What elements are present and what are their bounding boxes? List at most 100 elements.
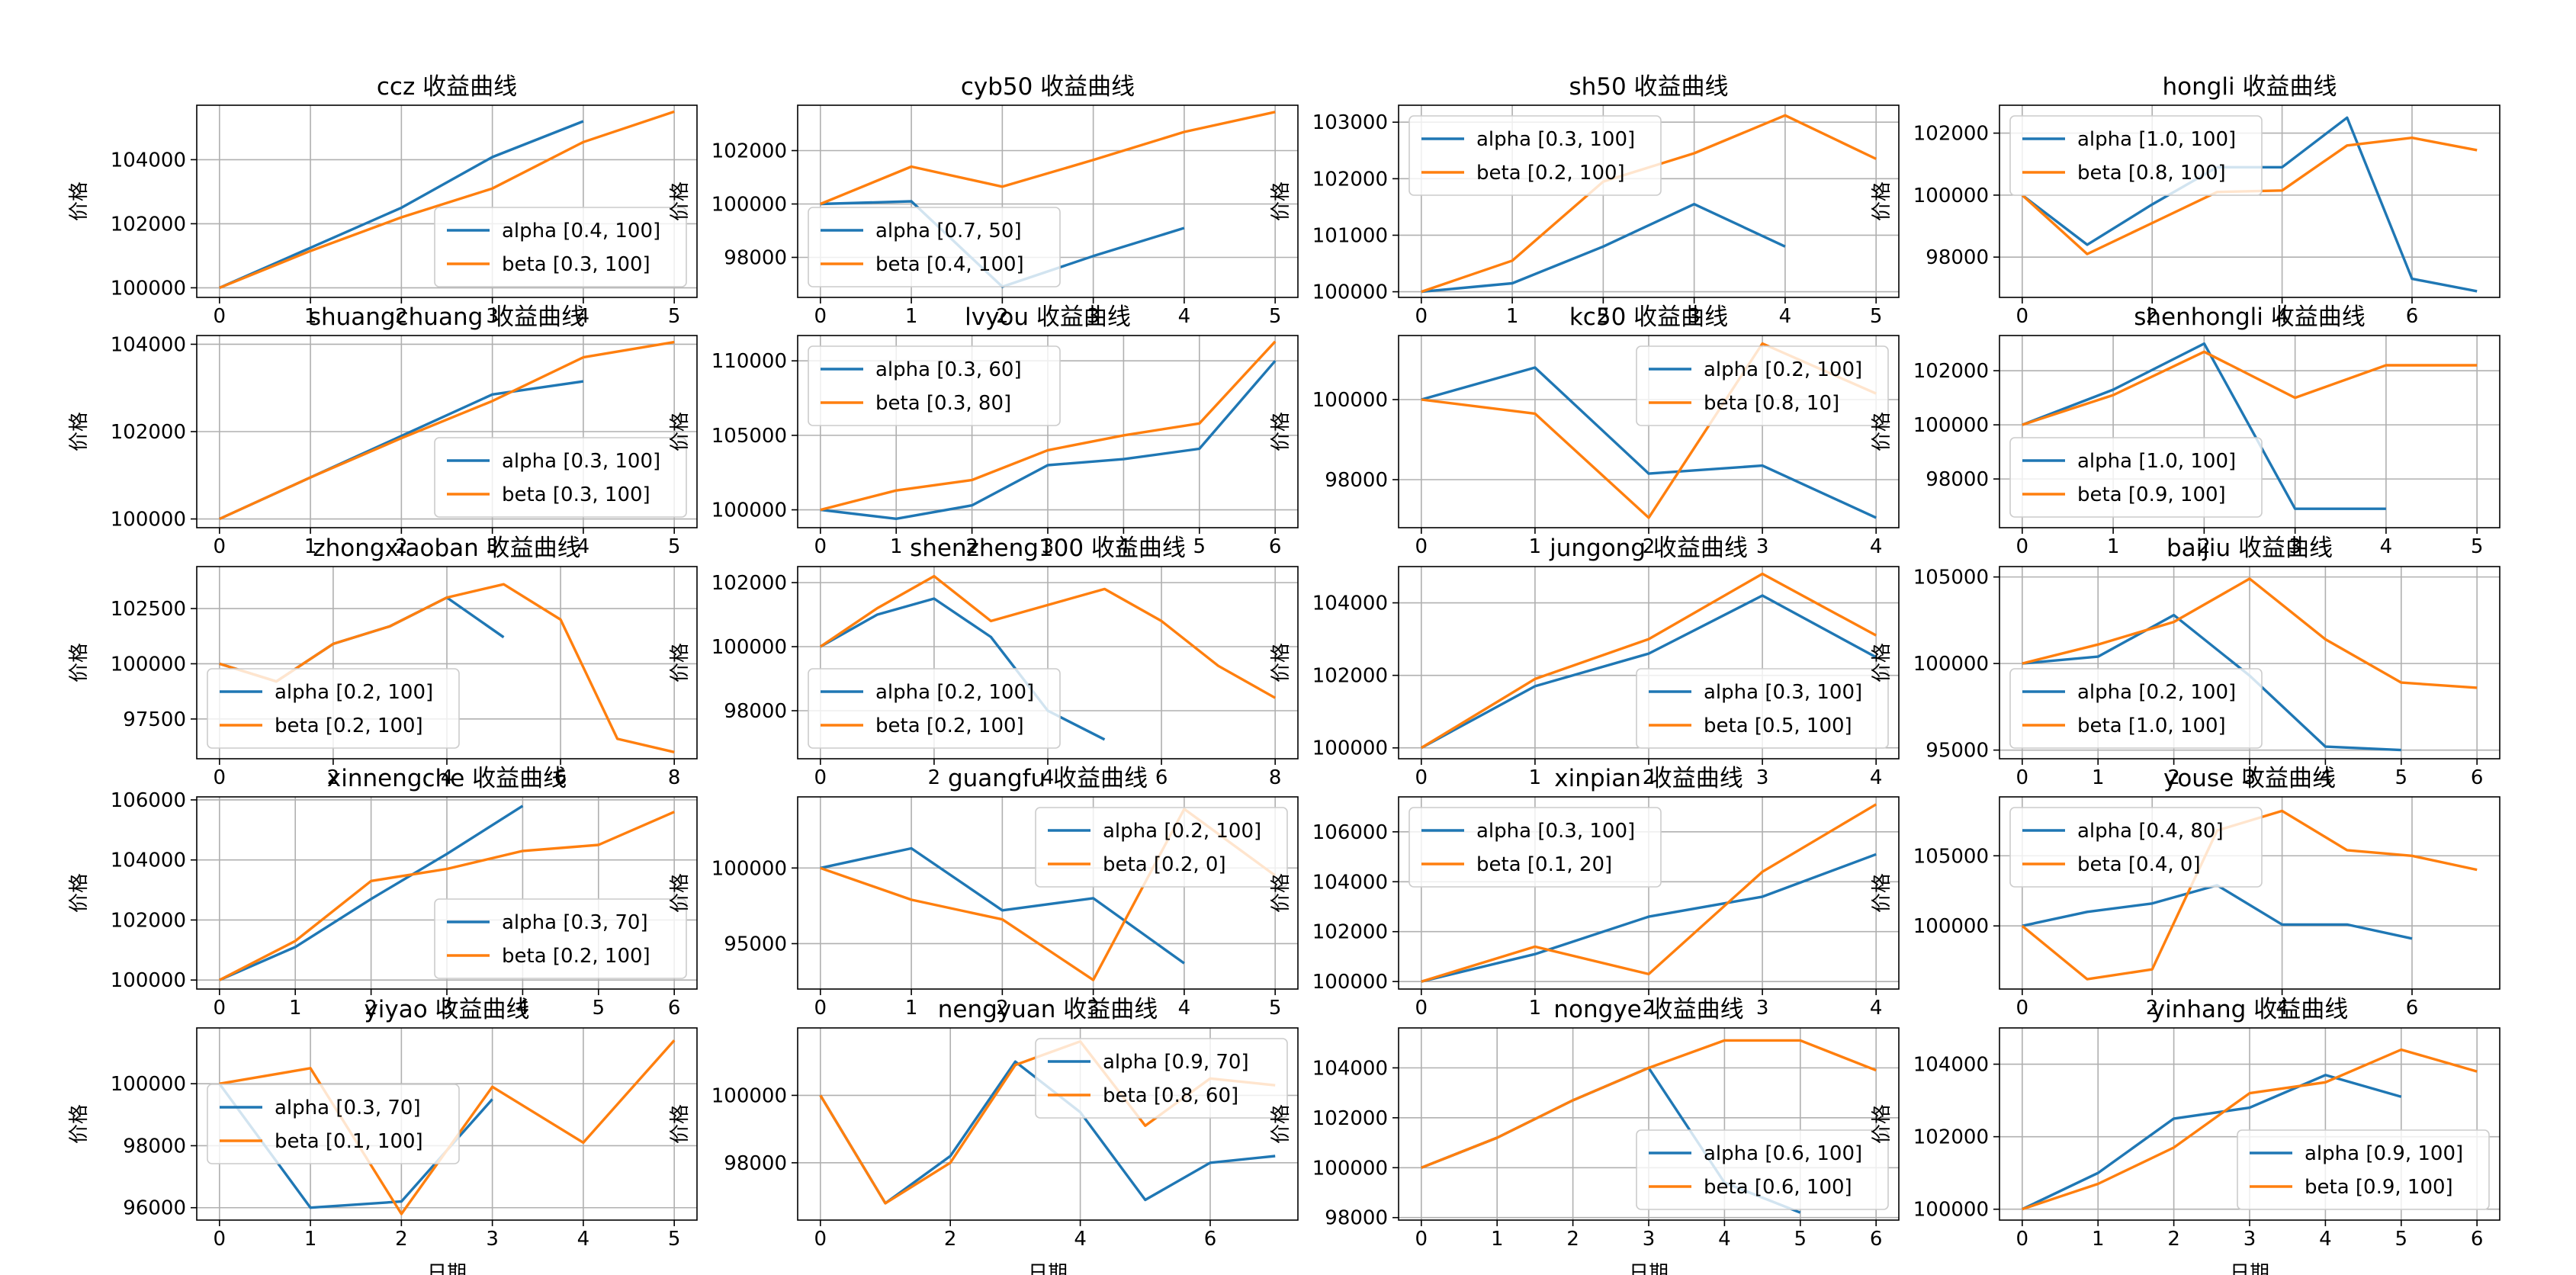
subplot: 0 1 2 3 4 5 98000 100000 102000 价格 shenhongli 收益曲线… <box>1871 303 2501 558</box>
x-tick-label: 2 <box>944 1228 957 1251</box>
x-tick-label: 1 <box>304 535 317 558</box>
y-tick-label: 100000 <box>111 509 186 532</box>
x-tick-label: 3 <box>486 535 499 558</box>
x-tick-label: 0 <box>814 535 827 558</box>
x-tick-label: 6 <box>1155 766 1168 789</box>
legend-box <box>207 668 460 749</box>
axes-frame <box>196 1027 698 1221</box>
axes-frame <box>1999 796 2501 990</box>
y-tick-label: 102000 <box>1913 1126 1989 1149</box>
x-tick-label: 6 <box>1870 1228 1883 1251</box>
axes-frame <box>797 104 1299 298</box>
y-tick-label: 100000 <box>711 636 787 659</box>
x-tick-label: 0 <box>814 305 827 328</box>
y-tick-label: 102000 <box>111 213 186 236</box>
y-axis-label: 价格 <box>1871 181 1893 221</box>
y-tick-label: 98000 <box>1926 468 1989 491</box>
x-tick-label: 6 <box>2406 305 2419 328</box>
legend-label-beta: beta [0.3, 100] <box>502 253 650 276</box>
axes-frame <box>797 796 1299 990</box>
x-tick-label: 6 <box>1204 1228 1217 1251</box>
subplot-title: zhongxiaoban 收益曲线 <box>313 535 580 562</box>
legend-label-beta: beta [0.2, 0] <box>1103 853 1226 876</box>
x-tick-label: 0 <box>2016 997 2029 1020</box>
y-tick-label: 100000 <box>711 1084 787 1107</box>
x-tick-label: 4 <box>1870 535 1883 558</box>
y-axis-label: 价格 <box>669 643 692 682</box>
y-tick-label: 105000 <box>1913 567 1989 589</box>
series-line-beta <box>820 111 1276 206</box>
subplot-title: youse 收益曲线 <box>2163 765 2336 792</box>
y-tick-label: 104000 <box>111 149 186 172</box>
y-tick-label: 105000 <box>711 425 787 448</box>
x-tick-label: 5 <box>1870 305 1883 328</box>
x-tick-label: 3 <box>2244 766 2256 789</box>
x-tick-label: 3 <box>1042 535 1055 558</box>
y-tick-label: 100000 <box>1913 653 1989 676</box>
series-line-alpha <box>1421 203 1786 294</box>
subplot-title: yiyao 收益曲线 <box>364 996 529 1023</box>
legend-label-alpha: alpha [0.4, 80] <box>2077 820 2224 843</box>
subplot: 0 2 4 6 100000 105000 价格 youse 收益曲线 alpha [0.4, … <box>1871 765 2501 1020</box>
x-tick-label: 4 <box>1870 766 1883 789</box>
series-line-alpha <box>219 120 584 289</box>
x-tick-label: 6 <box>554 766 567 789</box>
y-axis-label: 价格 <box>1871 873 1893 913</box>
y-tick-label: 102000 <box>1913 360 1989 383</box>
x-tick-label: 1 <box>2107 535 2120 558</box>
y-tick-label: 104000 <box>1312 593 1388 615</box>
x-tick-label: 3 <box>1087 997 1100 1020</box>
legend: alpha [0.2, 100] beta [0.2, 100] <box>207 668 460 749</box>
legend-label-beta: beta [0.2, 100] <box>275 715 423 737</box>
y-axis-label: 价格 <box>68 412 91 451</box>
x-tick-label: 2 <box>2198 535 2211 558</box>
y-tick-label: 100000 <box>111 1073 186 1096</box>
y-tick-label: 100000 <box>1913 915 1989 938</box>
x-tick-label: 1 <box>1491 1228 1504 1251</box>
legend-label-alpha: alpha [0.2, 100] <box>1704 358 1862 381</box>
x-tick-label: 3 <box>486 1228 499 1251</box>
x-tick-label: 1 <box>905 305 918 328</box>
legend-label-alpha: alpha [0.6, 100] <box>1704 1142 1862 1165</box>
legend-box <box>1636 1129 1889 1210</box>
x-tick-label: 2 <box>1643 766 1656 789</box>
x-tick-label: 0 <box>2016 766 2029 789</box>
x-tick-label: 4 <box>1870 997 1883 1020</box>
x-tick-label: 1 <box>1529 997 1542 1020</box>
y-tick-label: 102000 <box>1913 123 1989 146</box>
subplot: 0 1 2 3 4 100000 102000 104000 价格 jungong 收益曲线 alp… <box>1270 535 1900 789</box>
subplot-title: baijiu 收益曲线 <box>2166 535 2333 562</box>
x-tick-label: 5 <box>668 305 681 328</box>
legend-label-alpha: alpha [0.3, 60] <box>875 358 1022 381</box>
subplot-title: nongye 收益曲线 <box>1553 996 1743 1023</box>
x-tick-label: 3 <box>2289 535 2301 558</box>
series-line-alpha <box>2022 342 2386 510</box>
x-tick-label: 3 <box>441 997 454 1020</box>
x-tick-label: 4 <box>516 997 529 1020</box>
legend-box <box>2009 807 2263 888</box>
legend-label-alpha: alpha [0.3, 100] <box>502 450 660 473</box>
y-tick-label: 104000 <box>1913 1054 1989 1077</box>
x-tick-label: 4 <box>1074 1228 1087 1251</box>
subplot: 0 1 2 3 4 98000 100000 价格 kc50 收益曲线 alpha [0.2, 1… <box>1270 303 1900 558</box>
legend-label-beta: beta [0.3, 80] <box>875 392 1011 415</box>
subplot-title: kc50 收益曲线 <box>1569 303 1728 331</box>
subplot-title: shenzheng100 收益曲线 <box>910 535 1186 562</box>
x-tick-label: 3 <box>1756 766 1769 789</box>
subplot: 0 1 2 3 4 5 100000 102000 104000 价格 shuangchuang 收… <box>68 303 698 558</box>
x-tick-label: 6 <box>1269 535 1282 558</box>
y-tick-label: 102000 <box>711 572 787 595</box>
subplot-title: shenhongli 收益曲线 <box>2134 303 2366 331</box>
subplot: 0 1 2 3 4 5 95000 100000 价格 guangfu 收益曲线 alpha [0.… <box>669 765 1299 1020</box>
y-tick-label: 100000 <box>111 653 186 676</box>
legend-box <box>1636 668 1889 749</box>
legend: alpha [0.4, 100] beta [0.3, 100] <box>434 207 687 287</box>
x-tick-label: 0 <box>1415 1228 1428 1251</box>
legend-box <box>808 207 1061 287</box>
x-tick-label: 4 <box>2319 766 2332 789</box>
x-tick-label: 0 <box>214 997 226 1020</box>
y-tick-label: 100000 <box>711 857 787 880</box>
y-tick-label: 95000 <box>1926 740 1989 763</box>
y-tick-label: 102000 <box>1312 921 1388 944</box>
